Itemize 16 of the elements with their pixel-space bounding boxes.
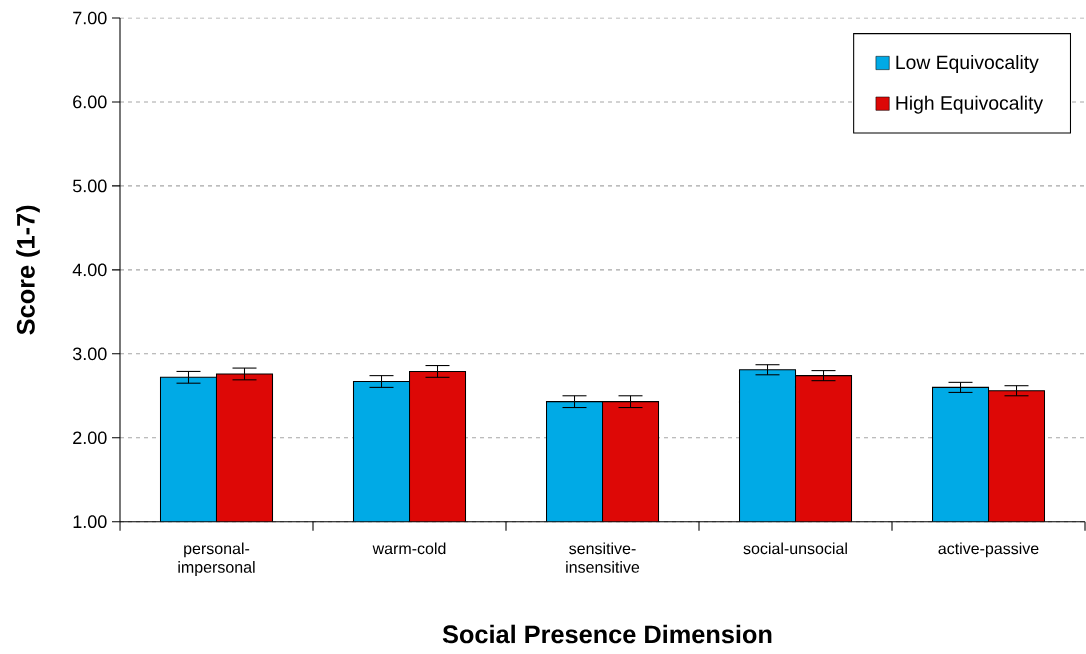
x-tick-label: sensitive-insensitive (566, 542, 640, 573)
y-tick-label: 2.00 (73, 431, 107, 445)
y-axis-title: Score (1-7) (16, 205, 40, 335)
x-tick-label: personal-impersonal (178, 542, 255, 576)
y-tick-label: 3.00 (72, 347, 107, 361)
x-tick-label: warm-cold (372, 542, 446, 555)
y-tick-label: 5.00 (72, 179, 107, 193)
x-axis-title: Social Presence Dimension (442, 624, 772, 644)
x-tick-label: social-unsocial (743, 542, 847, 555)
y-tick-label: 7.00 (73, 11, 107, 25)
legend-label: High Equivocality (896, 95, 1044, 114)
x-tick-label: active-passive (938, 542, 1039, 558)
y-tick-label: 4.00 (72, 263, 107, 277)
y-tick-label: 6.00 (73, 95, 107, 109)
legend-label: Low Equivocality (896, 54, 1039, 74)
y-tick-label: 1.00 (73, 515, 107, 529)
